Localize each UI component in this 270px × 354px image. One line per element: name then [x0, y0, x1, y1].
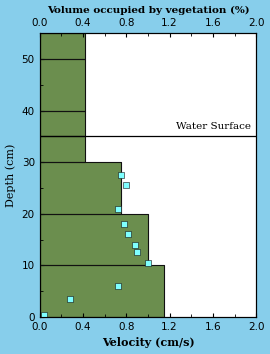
Point: [126, 232, 131, 237]
Point: [124, 183, 129, 188]
Y-axis label: Depth (cm): Depth (cm): [6, 143, 16, 207]
Point: [116, 283, 120, 289]
Point: [135, 250, 139, 255]
X-axis label: Velocity (cm/s): Velocity (cm/s): [102, 337, 194, 348]
Text: Water Surface: Water Surface: [176, 122, 251, 131]
Point: [116, 206, 120, 211]
Point: [122, 221, 126, 227]
Point: [68, 296, 72, 302]
Point: [119, 172, 123, 178]
Point: [42, 313, 46, 318]
X-axis label: Volume occupied by vegetation (%): Volume occupied by vegetation (%): [47, 6, 249, 15]
Point: [146, 260, 150, 266]
Point: [133, 242, 137, 247]
